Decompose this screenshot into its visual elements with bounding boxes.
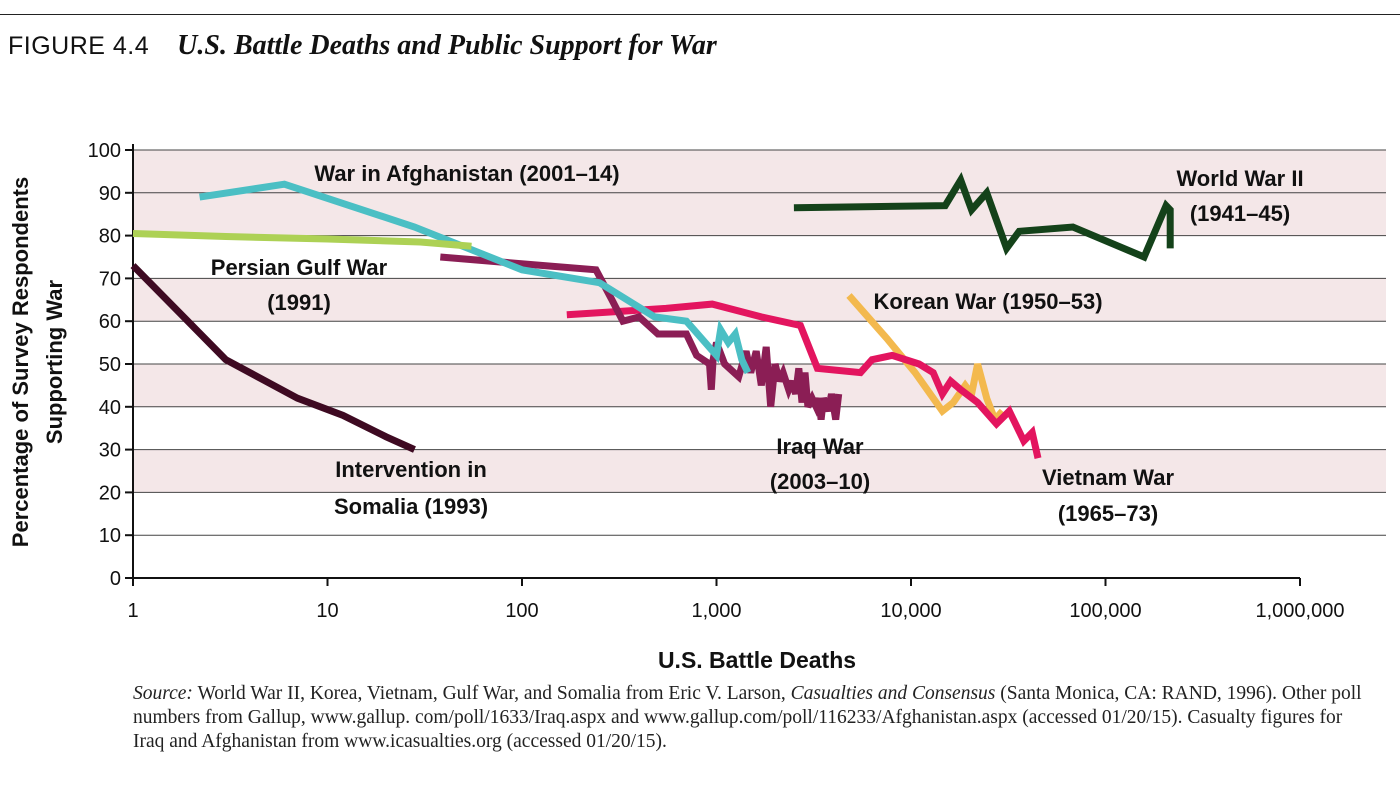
series-line-iraq-war xyxy=(440,253,843,421)
series-label-persian-gulf-war: Persian Gulf War xyxy=(211,255,388,280)
y-tick-label: 90 xyxy=(99,183,121,205)
series-line-vietnam-war xyxy=(566,300,1042,459)
figure-header: FIGURE 4.4 U.S. Battle Deaths and Public … xyxy=(8,30,717,62)
x-tick-label: 1,000 xyxy=(691,600,741,622)
y-tick-label: 100 xyxy=(88,140,121,162)
y-tick-label: 40 xyxy=(99,397,121,419)
y-tick-label: 70 xyxy=(99,268,121,290)
x-axis-title: U.S. Battle Deaths xyxy=(658,647,856,673)
y-tick-label: 30 xyxy=(99,440,121,462)
figure-title: U.S. Battle Deaths and Public Support fo… xyxy=(177,30,717,61)
series-label-world-war-ii: World War II xyxy=(1176,166,1303,191)
x-tick-label: 1 xyxy=(127,600,138,622)
x-tick-label: 100 xyxy=(505,600,538,622)
series-label-iraq-war: (2003–10) xyxy=(770,469,870,494)
x-tick-label: 10 xyxy=(316,600,338,622)
top-rule xyxy=(0,14,1400,15)
source-note: Source: World War II, Korea, Vietnam, Gu… xyxy=(133,682,1373,754)
series-label-iraq-war: Iraq War xyxy=(776,434,864,459)
figure-label: FIGURE 4.4 xyxy=(8,32,150,60)
x-tick-label: 100,000 xyxy=(1069,600,1141,622)
shaded-bands xyxy=(133,150,1386,493)
y-tick-label: 0 xyxy=(110,568,121,590)
series-label-korean-war: Korean War (1950–53) xyxy=(873,289,1102,314)
y-axis-title-line: Percentage of Survey Respondents xyxy=(8,177,33,547)
source-text-1: World War II, Korea, Vietnam, Gulf War, … xyxy=(192,683,791,704)
series-line-persian-gulf-war xyxy=(132,230,472,250)
series-label-world-war-ii: (1941–45) xyxy=(1190,201,1290,226)
source-text-2: (Santa Monica, CA: RAND, 1996). Other po… xyxy=(133,683,1362,752)
series-line-war-in-afghanistan xyxy=(199,180,752,375)
y-tick-label: 50 xyxy=(99,354,121,376)
source-book-title: Casualties and Consensus xyxy=(790,683,996,704)
series-label-intervention-in-somalia: Somalia (1993) xyxy=(334,494,488,519)
shaded-band xyxy=(133,449,1386,493)
y-tick-label: 80 xyxy=(99,226,121,248)
source-prefix: Source: xyxy=(133,683,193,704)
y-tick-label: 60 xyxy=(99,311,121,333)
y-tick-label: 10 xyxy=(99,525,121,547)
series-lines xyxy=(130,171,1174,459)
y-tick-label: 20 xyxy=(99,482,121,504)
series-label-war-in-afghanistan: War in Afghanistan (2001–14) xyxy=(314,161,619,186)
series-label-intervention-in-somalia: Intervention in xyxy=(335,457,487,482)
gridlines xyxy=(133,149,1386,536)
series-labels: World War II (1941–45) Korean War (1950–53… xyxy=(211,161,1304,526)
y-axis-title-line: Supporting War xyxy=(42,279,67,444)
series-label-persian-gulf-war: (1991) xyxy=(267,290,331,315)
x-tick-label: 10,000 xyxy=(880,600,941,622)
shaded-band xyxy=(133,150,1386,193)
series-label-vietnam-war: (1965–73) xyxy=(1058,501,1158,526)
x-tick-label: 1,000,000 xyxy=(1256,600,1345,622)
series-line-world-war-ii xyxy=(793,171,1174,262)
series-line-intervention-in-somalia xyxy=(130,263,416,453)
series-label-vietnam-war: Vietnam War xyxy=(1042,465,1174,490)
